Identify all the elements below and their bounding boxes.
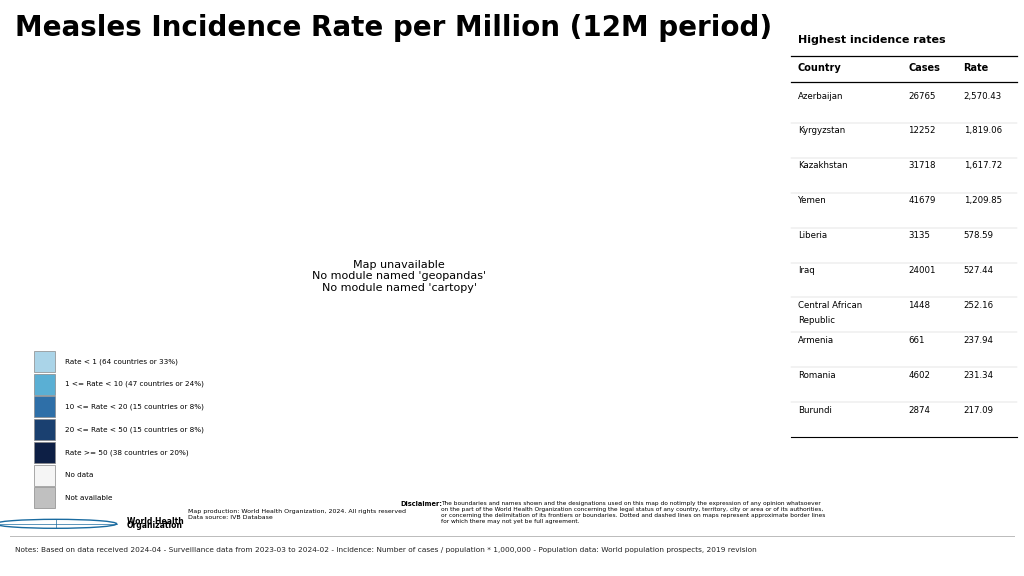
Text: 252.16: 252.16: [964, 301, 993, 310]
Text: Romania: Romania: [798, 371, 836, 380]
Text: 237.94: 237.94: [964, 336, 993, 345]
Text: Highest incidence rates: Highest incidence rates: [798, 35, 945, 45]
Text: Armenia: Armenia: [798, 336, 834, 345]
Text: 4602: 4602: [908, 371, 930, 380]
Text: Rate: Rate: [964, 63, 989, 73]
Text: Disclaimer:: Disclaimer:: [400, 501, 442, 507]
Text: 26765: 26765: [908, 92, 936, 101]
Text: Country: Country: [798, 63, 842, 73]
Text: 1,209.85: 1,209.85: [964, 196, 1001, 206]
Text: Measles Incidence Rate per Million (12M period): Measles Incidence Rate per Million (12M …: [15, 14, 772, 43]
Text: 2,570.43: 2,570.43: [964, 92, 1001, 101]
FancyBboxPatch shape: [34, 465, 55, 486]
Text: The boundaries and names shown and the designations used on this map do notimply: The boundaries and names shown and the d…: [441, 501, 825, 524]
FancyBboxPatch shape: [34, 351, 55, 372]
Text: 41679: 41679: [908, 196, 936, 206]
Text: Azerbaijan: Azerbaijan: [798, 92, 843, 101]
Text: Kazakhstan: Kazakhstan: [798, 161, 847, 170]
Text: 20 <= Rate < 50 (15 countries or 8%): 20 <= Rate < 50 (15 countries or 8%): [65, 426, 204, 433]
Text: Organization: Organization: [127, 521, 183, 530]
Text: 578.59: 578.59: [964, 232, 993, 240]
Text: Kyrgyzstan: Kyrgyzstan: [798, 127, 845, 135]
Text: Notes: Based on data received 2024-04 - Surveillance data from 2023-03 to 2024-0: Notes: Based on data received 2024-04 - …: [15, 547, 757, 553]
FancyBboxPatch shape: [34, 396, 55, 418]
Text: World Health: World Health: [127, 517, 183, 526]
Text: Not available: Not available: [65, 495, 113, 501]
Text: 1,617.72: 1,617.72: [964, 161, 1001, 170]
Text: Republic: Republic: [798, 316, 835, 325]
Text: Liberia: Liberia: [798, 232, 826, 240]
Text: No data: No data: [65, 472, 93, 478]
Text: 217.09: 217.09: [964, 406, 993, 415]
Text: Burundi: Burundi: [798, 406, 831, 415]
FancyBboxPatch shape: [34, 374, 55, 395]
Text: Map production: World Health Organization, 2024. All rights reserved
Data source: Map production: World Health Organizatio…: [187, 509, 406, 520]
Text: 1,819.06: 1,819.06: [964, 127, 1001, 135]
Text: 661: 661: [908, 336, 925, 345]
Text: Central African: Central African: [798, 301, 862, 310]
Text: 231.34: 231.34: [964, 371, 993, 380]
Text: Rate < 1 (64 countries or 33%): Rate < 1 (64 countries or 33%): [65, 358, 177, 365]
Text: 3135: 3135: [908, 232, 930, 240]
FancyBboxPatch shape: [34, 487, 55, 509]
Text: Iraq: Iraq: [798, 266, 814, 275]
Text: 527.44: 527.44: [964, 266, 993, 275]
Text: Map unavailable
No module named 'geopandas'
No module named 'cartopy': Map unavailable No module named 'geopand…: [312, 260, 486, 293]
Text: 1448: 1448: [908, 301, 930, 310]
FancyBboxPatch shape: [34, 442, 55, 463]
Text: 31718: 31718: [908, 161, 936, 170]
Text: 2874: 2874: [908, 406, 930, 415]
Text: 12252: 12252: [908, 127, 936, 135]
Text: 10 <= Rate < 20 (15 countries or 8%): 10 <= Rate < 20 (15 countries or 8%): [65, 404, 204, 410]
Text: 24001: 24001: [908, 266, 936, 275]
Text: 1 <= Rate < 10 (47 countries or 24%): 1 <= Rate < 10 (47 countries or 24%): [65, 381, 204, 388]
Text: Rate >= 50 (38 countries or 20%): Rate >= 50 (38 countries or 20%): [65, 449, 188, 456]
FancyBboxPatch shape: [34, 419, 55, 440]
Text: Yemen: Yemen: [798, 196, 826, 206]
Text: Cases: Cases: [908, 63, 940, 73]
